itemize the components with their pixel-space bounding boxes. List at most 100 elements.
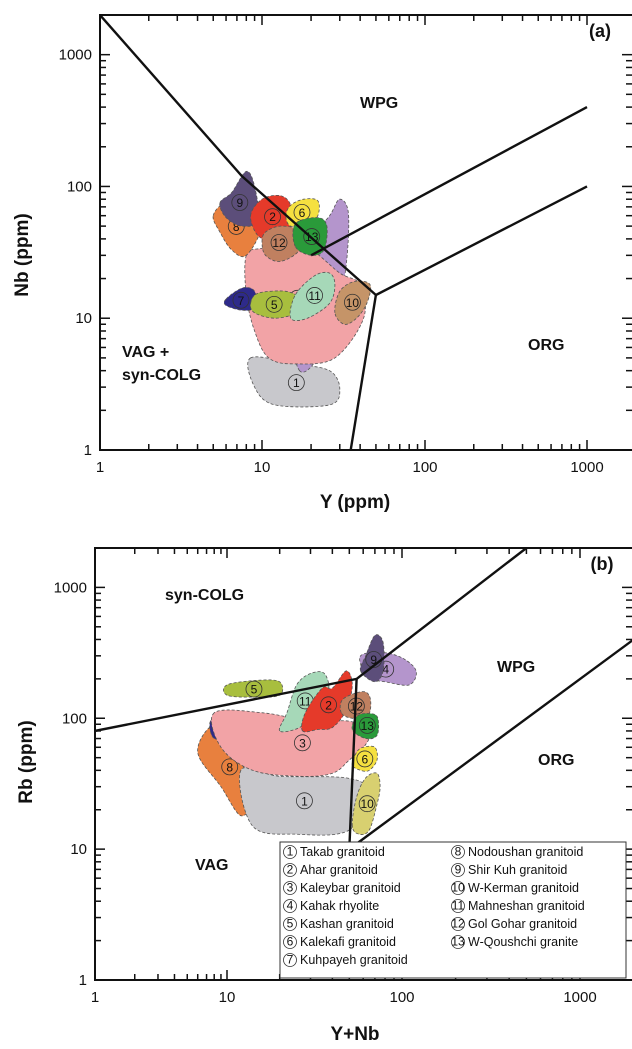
group-number-6: 6 (361, 752, 368, 766)
legend-number-circle (283, 917, 297, 931)
y-tick-label: 1000 (54, 579, 87, 596)
group-number-2: 2 (269, 210, 276, 224)
group-number-9: 9 (370, 653, 377, 667)
field-label-syn-colg: syn-COLG (122, 367, 201, 384)
group-marker-circle (358, 795, 376, 813)
group-marker-circle (231, 194, 249, 211)
legend-entry-label: Kashan granitoid (300, 917, 394, 931)
group-marker-circle (294, 734, 311, 752)
legend-number-circle (451, 845, 465, 859)
field-group-1 (247, 356, 341, 408)
field-group-6 (351, 745, 378, 772)
panel-b-ynb-vs-rb: 1101001000110100100087134951121213610syn… (16, 547, 632, 1045)
field-label-syn-colg: syn-COLG (165, 587, 244, 604)
y-tick-label: 10 (75, 310, 92, 327)
y-tick-label: 10 (70, 841, 87, 858)
group-number-9: 9 (236, 196, 243, 210)
group-marker-circle (265, 295, 283, 313)
y-tick-label: 1000 (59, 47, 92, 64)
boundary-line (100, 15, 377, 296)
y-tick-label: 1 (84, 442, 92, 459)
field-label-org: ORG (538, 752, 574, 769)
x-tick-label: 1000 (570, 459, 603, 476)
legend-entry-label: Shir Kuh granitoid (468, 863, 567, 877)
legend-entry-label: W-Qoushchi granite (468, 935, 578, 949)
legend-entry-label: Mahneshan granitoid (468, 899, 585, 913)
y-axis-title: Rb (ppm) (16, 720, 37, 803)
field-group-11 (289, 271, 336, 321)
field-group-10 (334, 280, 372, 325)
granitoid-fields: 14375111089261213 (212, 170, 372, 408)
legend-entry-label: Takab granitoid (300, 845, 385, 859)
granitoid-fields: 87134951121213610 (197, 634, 417, 836)
legend-number-circle (451, 899, 465, 913)
x-tick-label: 1 (96, 459, 104, 476)
group-marker-circle (356, 750, 374, 768)
legend-entry-label: W-Kerman granitoid (468, 881, 579, 895)
field-group-13 (351, 713, 380, 740)
boundary-line (375, 185, 588, 297)
group-number-11: 11 (308, 289, 321, 303)
group-number-10: 10 (360, 797, 374, 811)
legend-number-circle (451, 917, 465, 931)
field-label-wpg: WPG (360, 95, 398, 112)
legend-number: 13 (451, 935, 465, 949)
group-number-3: 3 (299, 736, 306, 750)
legend-number-circle (283, 845, 297, 859)
group-number-13: 13 (361, 719, 375, 733)
group-marker-circle (306, 287, 323, 304)
discrimination-boundaries (100, 15, 588, 450)
panel-tag: (a) (589, 21, 611, 41)
group-number-1: 1 (293, 376, 300, 390)
group-marker-circle (287, 374, 305, 392)
discrimination-boundaries (95, 548, 632, 851)
field-group-9 (219, 170, 260, 227)
group-number-12: 12 (272, 236, 286, 250)
boundary-line (349, 294, 378, 450)
legend-number-circle (451, 881, 465, 895)
legend-number: 10 (451, 881, 465, 895)
group-marker-circle (303, 228, 321, 245)
group-number-10: 10 (346, 296, 360, 310)
group-number-11: 11 (299, 694, 312, 708)
legend-number-circle (283, 863, 297, 877)
legend-number-circle (283, 881, 297, 895)
group-number-7: 7 (238, 294, 245, 308)
axis-ticks (99, 14, 632, 451)
legend-entry-label: Gol Gohar granitoid (468, 917, 577, 931)
x-tick-label: 100 (389, 989, 414, 1006)
group-number-1: 1 (301, 794, 308, 808)
x-tick-label: 100 (412, 459, 437, 476)
legend-number: 4 (287, 899, 294, 913)
legend-number-circle (451, 863, 465, 877)
boundary-line (348, 678, 358, 850)
legend-number: 1 (287, 845, 294, 859)
x-tick-label: 10 (254, 459, 271, 476)
legend-entry-label: Kuhpayeh granitoid (300, 953, 408, 967)
x-tick-label: 1 (91, 989, 99, 1006)
boundary-line (348, 639, 632, 851)
group-number-6: 6 (299, 206, 306, 220)
group-marker-circle (344, 293, 361, 311)
field-group-5 (249, 290, 301, 319)
legend-box: 1 Takab granitoid 2 Ahar granitoid 3 Kaleybar… (279, 841, 627, 979)
group-marker-circle (221, 758, 239, 776)
y-axis-title: Nb (ppm) (12, 213, 33, 296)
x-axis-title: Y (ppm) (320, 492, 390, 513)
legend-entry-label: Kalekafi granitoid (300, 935, 396, 949)
group-marker-circle (358, 716, 376, 734)
field-label-org: ORG (528, 337, 564, 354)
legend-number: 7 (287, 953, 294, 967)
legend-number: 3 (287, 881, 294, 895)
group-number-5: 5 (251, 683, 258, 697)
boundary-line (310, 106, 588, 257)
group-number-2: 2 (325, 698, 332, 712)
legend-entry-label: Ahar granitoid (300, 863, 378, 877)
legend-number: 8 (455, 845, 462, 859)
group-marker-circle (270, 234, 288, 251)
group-marker-circle (264, 208, 281, 226)
panel-tag: (b) (591, 554, 614, 574)
field-group-10 (351, 772, 381, 835)
legend-number: 12 (451, 917, 465, 931)
